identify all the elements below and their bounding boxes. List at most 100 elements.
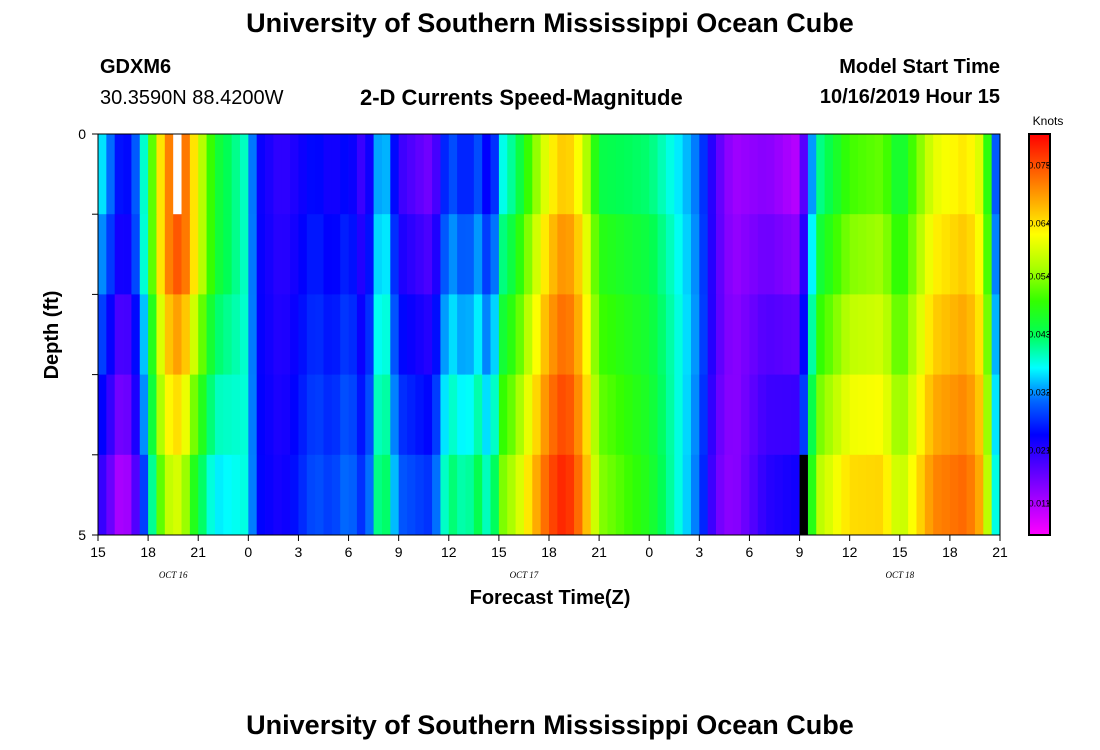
- heatmap-cell: [273, 134, 283, 215]
- heatmap-cell: [490, 214, 500, 295]
- heatmap-cell: [515, 294, 525, 375]
- heatmap-cell: [874, 134, 884, 215]
- heatmap-cell: [532, 214, 542, 295]
- heatmap-cell: [482, 294, 491, 375]
- heatmap-cell: [716, 134, 725, 215]
- heatmap-cell: [640, 214, 650, 295]
- heatmap-cell: [582, 294, 592, 375]
- heatmap-cell: [624, 294, 633, 375]
- heatmap-cell: [189, 454, 199, 536]
- heatmap-cell: [340, 454, 349, 536]
- colorbar-tick-label: 0.021: [1028, 446, 1051, 456]
- heatmap-cell: [891, 134, 901, 215]
- heatmap-cell: [832, 374, 842, 456]
- heatmap-cell: [390, 374, 400, 456]
- heatmap-cell: [482, 134, 491, 215]
- heatmap-cell: [732, 454, 742, 536]
- heatmap-cell: [373, 214, 383, 295]
- colorbar-tick-label: 0.054: [1028, 271, 1051, 281]
- heatmap-cell: [607, 454, 617, 536]
- y-tick-label: 5: [78, 527, 86, 543]
- heatmap-cell: [156, 214, 166, 295]
- heatmap-cell: [390, 134, 400, 215]
- heatmap-cell: [974, 294, 984, 375]
- heatmap-cell: [974, 454, 984, 536]
- heatmap-cell: [674, 374, 684, 456]
- heatmap-cell: [916, 374, 926, 456]
- heatmap-cell: [532, 294, 542, 375]
- heatmap-cell: [540, 454, 550, 536]
- heatmap-cell: [774, 294, 784, 375]
- heatmap-cell: [106, 134, 116, 215]
- heatmap-cell: [891, 214, 901, 295]
- heatmap-cell: [173, 294, 182, 375]
- white-marker: [173, 134, 182, 215]
- heatmap-cell: [782, 374, 792, 456]
- x-tick-label: 15: [491, 544, 507, 560]
- heatmap-cell: [615, 454, 625, 536]
- heatmap-cell: [933, 454, 942, 536]
- heatmap-cell: [983, 294, 993, 375]
- heatmap-grid: [98, 134, 1001, 536]
- x-tick-label: 0: [244, 544, 252, 560]
- heatmap-cell: [974, 134, 984, 215]
- heatmap-cell: [590, 134, 600, 215]
- heatmap-cell: [949, 134, 959, 215]
- heatmap-cell: [682, 134, 692, 215]
- heatmap-cell: [498, 454, 508, 536]
- heatmap-cell: [883, 134, 892, 215]
- heatmap-cell: [933, 294, 942, 375]
- heatmap-cell: [164, 134, 174, 215]
- heatmap-cell: [958, 214, 967, 295]
- heatmap-cell: [423, 454, 433, 536]
- heatmap-cell: [624, 374, 633, 456]
- heatmap-cell: [774, 134, 784, 215]
- heatmap-cell: [381, 294, 391, 375]
- heatmap-cell: [189, 214, 199, 295]
- heatmap-cell: [983, 374, 993, 456]
- heatmap-cell: [398, 214, 408, 295]
- y-tick-label: 0: [78, 126, 86, 142]
- heatmap-cell: [599, 454, 608, 536]
- heatmap-cell: [674, 134, 684, 215]
- heatmap-cell: [465, 374, 475, 456]
- heatmap-cell: [407, 214, 416, 295]
- heatmap-cell: [373, 134, 383, 215]
- heatmap-cell: [239, 454, 249, 536]
- heatmap-cell: [290, 134, 299, 215]
- heatmap-cell: [858, 374, 867, 456]
- heatmap-cell: [448, 134, 458, 215]
- heatmap-cell: [549, 454, 558, 536]
- heatmap-cell: [331, 374, 341, 456]
- heatmap-cell: [841, 374, 851, 456]
- heatmap-cell: [306, 294, 316, 375]
- x-tick-label: 21: [190, 544, 206, 560]
- heatmap-cell: [590, 214, 600, 295]
- heatmap-cell: [348, 454, 358, 536]
- heatmap-cell: [665, 214, 675, 295]
- x-tick-label: 15: [892, 544, 908, 560]
- heatmap-cell: [991, 134, 1001, 215]
- heatmap-cell: [164, 214, 174, 295]
- heatmap-cell: [665, 374, 675, 456]
- heatmap-cell: [807, 454, 817, 536]
- heatmap-cell: [256, 294, 266, 375]
- heatmap-cell: [632, 214, 642, 295]
- heatmap-cell: [682, 454, 692, 536]
- heatmap-cell: [590, 294, 600, 375]
- heatmap-cell: [549, 214, 558, 295]
- heatmap-cell: [640, 454, 650, 536]
- heatmap-cell: [398, 454, 408, 536]
- heatmap-cell: [523, 374, 533, 456]
- heatmap-cell: [181, 454, 191, 536]
- heatmap-cell: [306, 134, 316, 215]
- heatmap-cell: [123, 214, 132, 295]
- heatmap-cell: [874, 374, 884, 456]
- heatmap-cell: [281, 454, 291, 536]
- heatmap-cell: [983, 214, 993, 295]
- heatmap-cell: [682, 214, 692, 295]
- heatmap-cell: [624, 454, 633, 536]
- heatmap-cell: [841, 134, 851, 215]
- heatmap-cell: [582, 454, 592, 536]
- heatmap-cell: [490, 454, 500, 536]
